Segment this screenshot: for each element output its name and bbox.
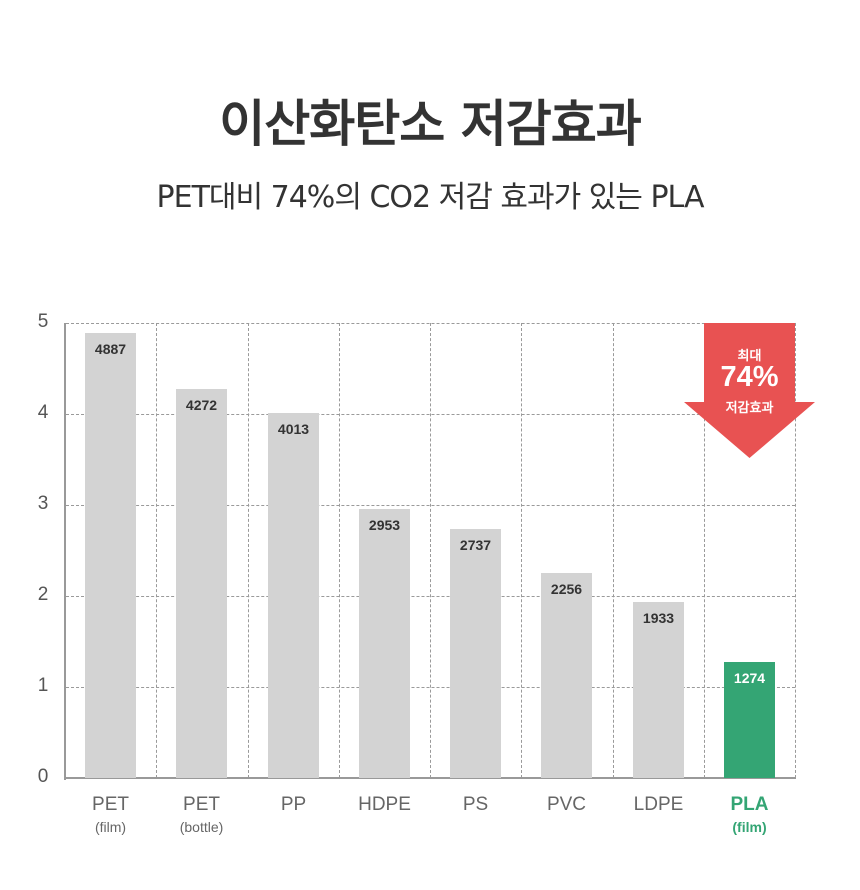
x-category-label: PVC [521, 794, 612, 819]
bar-ldpe: 1933 [633, 602, 684, 778]
category-name: PVC [546, 794, 587, 815]
category-name: PET [183, 794, 220, 815]
y-tick-label: 0 [37, 766, 49, 787]
y-axis [64, 323, 66, 780]
callout-line1: 최대 [737, 348, 762, 363]
bar-pet-bottle: 4272 [176, 389, 227, 778]
bar-pet-film: 4887 [85, 333, 136, 778]
category-name: PLA [730, 794, 769, 815]
bar-pla-film: 1274 [724, 662, 775, 778]
page-title: 이산화탄소 저감효과 [219, 95, 641, 153]
x-category-label: HDPE [339, 794, 430, 819]
category-name: HDPE [358, 794, 411, 815]
gridline-vertical [430, 323, 431, 778]
y-tick-label: 3 [37, 493, 49, 514]
callout-percent: 74% [720, 361, 779, 393]
reduction-callout: 최대 74% 저감효과 [684, 323, 815, 458]
x-category-label: PET (film) [65, 794, 156, 835]
x-category-label: LDPE [613, 794, 704, 819]
bar-pp: 4013 [268, 413, 319, 778]
bar-value-label: 2256 [550, 581, 583, 597]
page-subtitle: PET대비 74%의 CO2 저감 효과가 있는 PLA [156, 180, 705, 215]
x-category-label: PET (bottle) [156, 794, 247, 835]
gridline-vertical [795, 323, 796, 778]
callout-line3: 저감효과 [725, 400, 774, 415]
bar-hdpe: 2953 [359, 509, 410, 778]
gridline-vertical [156, 323, 157, 778]
category-name: PS [462, 794, 489, 815]
y-tick-label: 2 [37, 584, 49, 605]
x-axis [64, 777, 796, 779]
bar-ps: 2737 [450, 529, 501, 778]
y-tick-label: 1 [37, 675, 49, 696]
category-name: LDPE [633, 794, 684, 815]
category-subname: (film) [94, 819, 127, 835]
gridline-vertical [613, 323, 614, 778]
bar-value-label: 2953 [368, 517, 401, 533]
bar-pvc: 2256 [541, 573, 592, 778]
gridline-vertical [521, 323, 522, 778]
gridline-vertical [704, 323, 705, 778]
bar-value-label: 4272 [185, 397, 218, 413]
down-arrow-icon [684, 323, 815, 458]
category-name: PET [92, 794, 129, 815]
category-subname: (bottle) [179, 819, 224, 835]
y-tick-label: 4 [37, 402, 49, 423]
x-category-label: PLA (film) [704, 794, 795, 835]
bar-value-label: 1933 [642, 610, 675, 626]
gridline-vertical [339, 323, 340, 778]
x-category-label: PP [248, 794, 339, 819]
bar-value-label: 4887 [94, 341, 127, 357]
category-name: PP [280, 794, 307, 815]
bar-value-label: 1274 [733, 670, 766, 686]
bar-value-label: 4013 [277, 421, 310, 437]
gridline-vertical [248, 323, 249, 778]
y-tick-label: 5 [37, 311, 49, 332]
category-subname: (film) [732, 819, 767, 835]
x-category-label: PS [430, 794, 521, 819]
bar-value-label: 2737 [459, 537, 492, 553]
